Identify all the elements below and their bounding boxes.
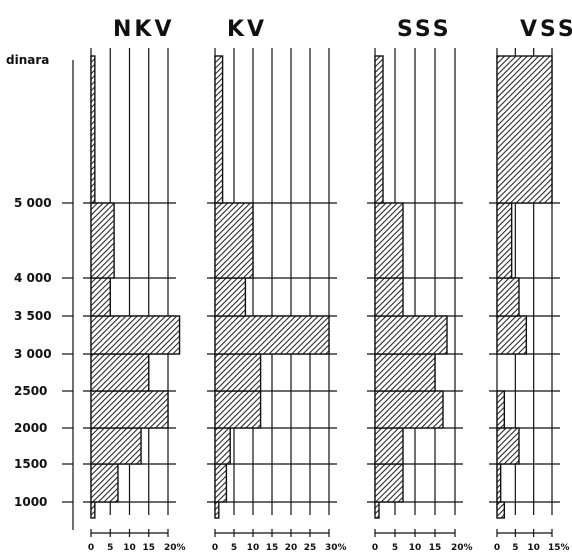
x-tick-label: 0: [494, 543, 500, 553]
bar: [214, 501, 220, 519]
panel-nkv: NKV 0 5 10 15 20%: [83, 17, 186, 553]
y-axis-unit-label: dinara: [6, 53, 49, 67]
y-tick-label: 5 000: [14, 196, 52, 210]
x-tick-label: 20%: [164, 543, 186, 553]
x-tick-label: 10: [123, 543, 136, 553]
bar: [90, 315, 181, 355]
bar: [214, 390, 262, 429]
bar: [496, 55, 553, 204]
bar: [374, 277, 404, 317]
bar: [214, 315, 330, 355]
bar: [374, 315, 448, 355]
bar: [214, 463, 228, 503]
bar: [496, 463, 502, 503]
bar: [374, 463, 404, 503]
bar: [374, 202, 404, 279]
x-tick-label: 15: [429, 543, 442, 553]
panel-title: KV: [227, 17, 267, 42]
x-tick-label: 15: [142, 543, 155, 553]
bar: [374, 501, 380, 519]
x-tick-label: 5: [231, 543, 237, 553]
y-tick-label: 4 000: [14, 271, 52, 285]
bar: [90, 202, 115, 279]
panels: NKV 0 5 10 15 20% KV 0 5 10 15 20 25 30% SSS 0 5 10 15 20% V…: [83, 17, 572, 553]
x-tick-label: 10: [247, 543, 260, 553]
bar: [374, 353, 436, 392]
x-tick-label: 0: [212, 543, 218, 553]
income-axis: dinara 1000 1500 2000 2500 3 000 3 500 4 000 5 0…: [6, 53, 74, 530]
x-tick-label: 20: [285, 543, 298, 553]
panel-title: NKV: [113, 17, 175, 42]
y-tick-label: 2000: [14, 421, 47, 435]
bar: [90, 55, 96, 204]
x-tick-label: 30%: [325, 543, 347, 553]
bar: [214, 55, 224, 204]
panel-sss: SSS 0 5 10 15 20%: [367, 17, 473, 553]
bar: [214, 353, 262, 392]
bar: [374, 427, 404, 465]
x-tick-label: 15: [266, 543, 279, 553]
panel-vss: VSS 0 5 10 15%: [489, 17, 572, 553]
bar: [90, 353, 150, 392]
y-tick-label: 3 500: [14, 309, 52, 323]
bar: [90, 427, 142, 465]
bar: [496, 315, 528, 355]
y-tick-label: 1500: [14, 457, 47, 471]
x-tick-label: 15%: [548, 543, 570, 553]
bar: [374, 55, 384, 204]
bar: [214, 427, 231, 465]
panel-title: VSS: [520, 17, 572, 42]
bar: [496, 427, 520, 465]
bar: [496, 277, 520, 317]
bar: [90, 390, 169, 429]
panel-title: SSS: [397, 17, 452, 42]
bar: [374, 390, 444, 429]
bar: [90, 277, 111, 317]
bar: [496, 202, 513, 279]
x-tick-label: 25: [304, 543, 317, 553]
bar: [214, 277, 247, 317]
x-tick-label: 0: [372, 543, 378, 553]
bar: [214, 202, 254, 279]
x-tick-label: 20%: [451, 543, 473, 553]
x-tick-label: 10: [409, 543, 422, 553]
x-tick-label: 5: [392, 543, 398, 553]
bar: [90, 463, 119, 503]
x-tick-label: 5: [512, 543, 518, 553]
x-tick-label: 5: [107, 543, 113, 553]
y-tick-label: 3 000: [14, 347, 52, 361]
y-tick-label: 1000: [14, 495, 47, 509]
y-tick-label: 2500: [14, 384, 47, 398]
x-tick-label: 0: [88, 543, 94, 553]
panel-kv: KV 0 5 10 15 20 25 30%: [207, 17, 347, 553]
bar: [90, 501, 96, 519]
bar: [496, 501, 506, 519]
bar: [496, 390, 506, 429]
x-tick-label: 10: [527, 543, 540, 553]
